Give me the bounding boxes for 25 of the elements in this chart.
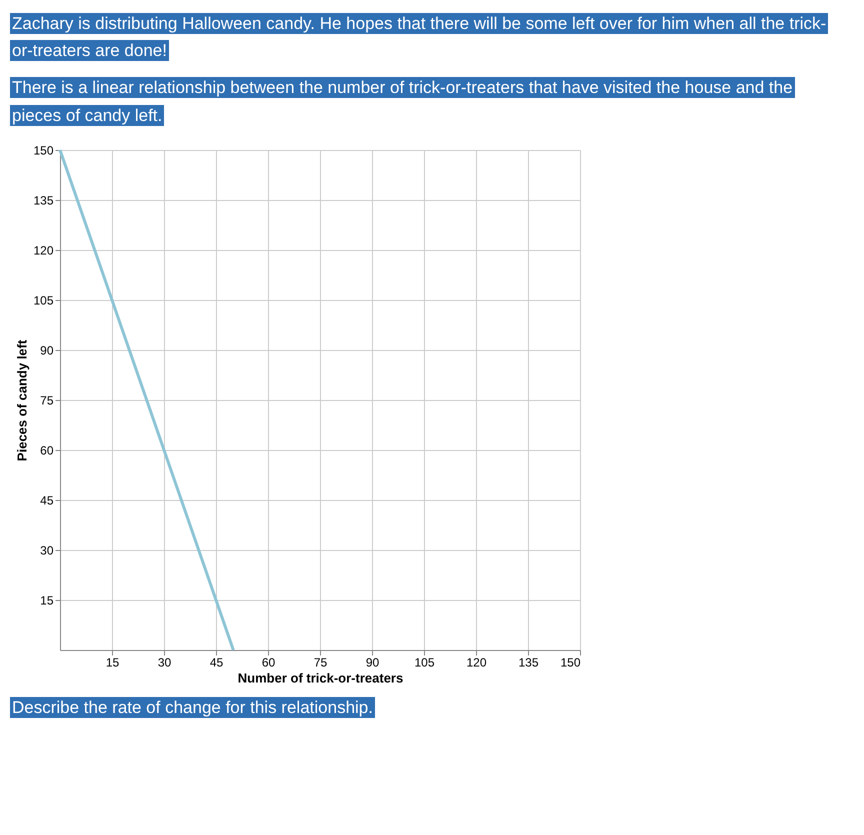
y-tick-label: 45: [40, 493, 54, 508]
y-axis-title: Pieces of candy left: [14, 338, 30, 461]
y-tick-label: 105: [33, 293, 54, 308]
x-tick-label: 135: [518, 655, 539, 670]
x-tick-label: 15: [106, 655, 120, 670]
x-tick-label: 60: [262, 655, 276, 670]
y-tick-label: 150: [33, 143, 54, 158]
x-tick-label: 120: [466, 655, 487, 670]
x-axis-title: Number of trick-or-treaters: [238, 670, 404, 686]
y-tick-label: 90: [40, 343, 54, 358]
y-tick-label: 30: [40, 543, 54, 558]
y-tick-label: 75: [40, 393, 54, 408]
x-tick-label: 105: [414, 655, 435, 670]
x-tick-label: 150: [560, 655, 581, 670]
chart-subtitle: There is a linear relationship between the number of trick-or-treaters that have visited the house and the pieces of candy left.: [10, 77, 795, 126]
y-tick-label: 15: [40, 593, 54, 608]
x-tick-label: 45: [210, 655, 224, 670]
x-tick-label: 30: [158, 655, 172, 670]
x-tick-label: 90: [366, 655, 380, 670]
y-tick-label: 135: [33, 193, 54, 208]
y-tick-label: 60: [40, 443, 54, 458]
chart-title: Zachary is distributing Halloween candy. He hopes that there will be some left over for him when all the trick-or-treaters are done!: [10, 13, 828, 62]
y-tick-label: 120: [33, 243, 54, 258]
x-tick-label: 75: [314, 655, 328, 670]
text: Describe the rate of change for this relationship.: [10, 696, 375, 718]
